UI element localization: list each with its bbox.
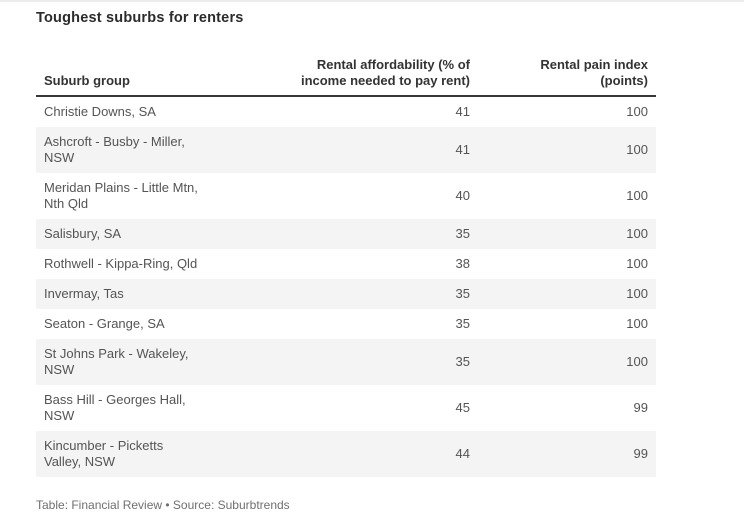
rental-affordability-cell: 41: [455, 142, 470, 157]
table-footnote: Table: Financial Review • Source: Suburb…: [36, 498, 290, 512]
table-row: Salisbury, SA 35 100: [36, 219, 656, 249]
table-row: Kincumber - Picketts Valley, NSW 44 99: [36, 431, 656, 477]
figure-title: Toughest suburbs for renters: [36, 10, 244, 26]
suburb-group-cell: Rothwell - Kippa-Ring, Qld: [44, 256, 198, 271]
rental-pain-index-cell: 100: [626, 142, 648, 157]
rental-pain-index-cell: 99: [633, 400, 648, 415]
rental-pain-index-cell: 100: [626, 316, 648, 331]
rental-affordability-cell: 35: [455, 226, 470, 241]
table-row: Meridan Plains - Little Mtn, Nth Qld 40 10…: [36, 173, 656, 219]
rental-affordability-cell: 38: [455, 256, 470, 271]
table-row: Invermay, Tas 35 100: [36, 279, 656, 309]
table-row: Ashcroft - Busby - Miller, NSW 41 100: [36, 127, 656, 173]
table-body: Christie Downs, SA 41 100 Ashcroft - Busby …: [36, 97, 656, 477]
column-header-suburb-group: Suburb group: [44, 72, 130, 88]
suburb-group-cell: Bass Hill - Georges Hall, NSW: [44, 392, 186, 423]
column-header-rental-pain-index: Rental pain index (points): [540, 57, 648, 88]
rental-affordability-cell: 44: [455, 446, 470, 461]
rental-affordability-cell: 35: [455, 316, 470, 331]
rental-pain-index-cell: 100: [626, 256, 648, 271]
data-table: Suburb group Rental affordability (% of …: [36, 57, 656, 477]
suburb-group-cell: Salisbury, SA: [44, 226, 122, 241]
rental-affordability-cell: 35: [455, 354, 470, 369]
rental-affordability-cell: 35: [455, 286, 470, 301]
table-header-row: Suburb group Rental affordability (% of …: [36, 57, 656, 97]
renters-table-figure: Toughest suburbs for renters Suburb grou…: [0, 2, 744, 512]
rental-affordability-cell: 41: [455, 104, 470, 119]
suburb-group-cell: St Johns Park - Wakeley, NSW: [44, 346, 189, 377]
rental-pain-index-cell: 100: [626, 354, 648, 369]
column-header-rental-affordability: Rental affordability (% of income needed…: [300, 57, 470, 88]
suburb-group-cell: Christie Downs, SA: [44, 104, 156, 119]
table-row: Seaton - Grange, SA 35 100: [36, 309, 656, 339]
table-row: Rothwell - Kippa-Ring, Qld 38 100: [36, 249, 656, 279]
suburb-group-cell: Kincumber - Picketts Valley, NSW: [44, 438, 164, 469]
rental-pain-index-cell: 99: [633, 446, 648, 461]
rental-affordability-cell: 45: [455, 400, 470, 415]
table-row: Christie Downs, SA 41 100: [36, 97, 656, 127]
rental-pain-index-cell: 100: [626, 104, 648, 119]
suburb-group-cell: Seaton - Grange, SA: [44, 316, 165, 331]
rental-pain-index-cell: 100: [626, 226, 648, 241]
suburb-group-cell: Invermay, Tas: [44, 286, 124, 301]
table-row: St Johns Park - Wakeley, NSW 35 100: [36, 339, 656, 385]
table-row: Bass Hill - Georges Hall, NSW 45 99: [36, 385, 656, 431]
rental-pain-index-cell: 100: [626, 286, 648, 301]
rental-pain-index-cell: 100: [626, 188, 648, 203]
suburb-group-cell: Ashcroft - Busby - Miller, NSW: [44, 134, 185, 165]
rental-affordability-cell: 40: [455, 188, 470, 203]
suburb-group-cell: Meridan Plains - Little Mtn, Nth Qld: [44, 180, 198, 211]
